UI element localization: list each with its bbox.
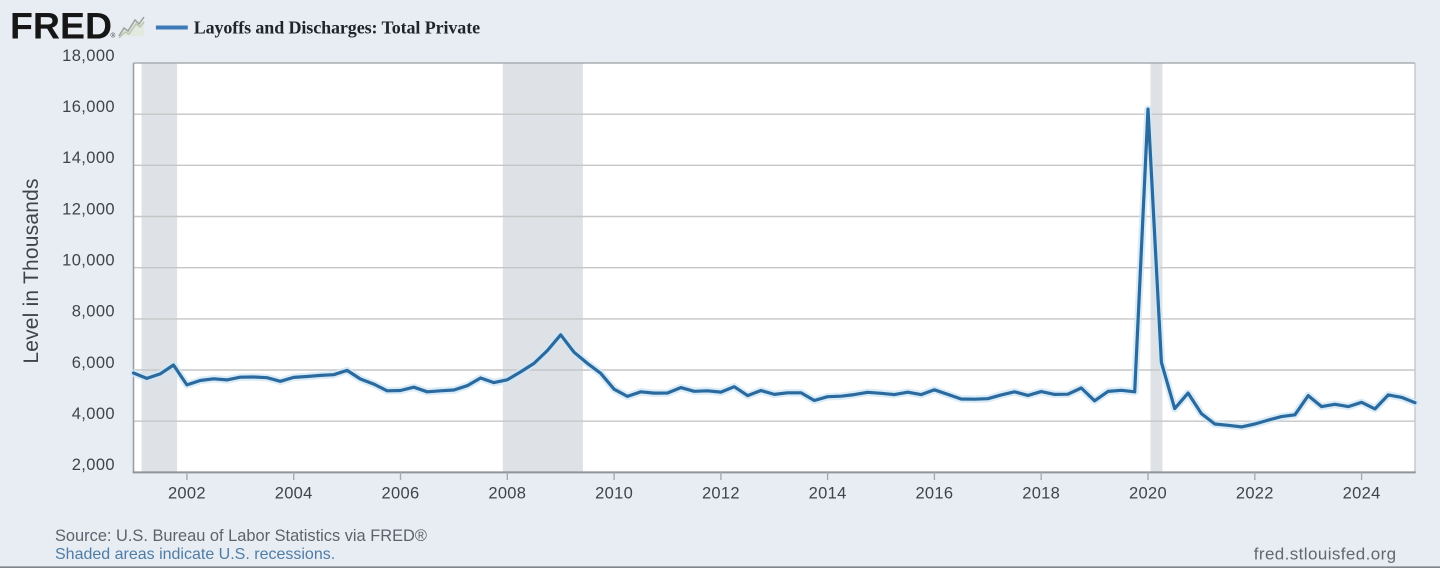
svg-text:6,000: 6,000 — [72, 354, 115, 372]
svg-text:2020: 2020 — [1129, 485, 1167, 503]
svg-text:Level in Thousands: Level in Thousands — [20, 178, 43, 363]
svg-text:2002: 2002 — [168, 485, 206, 503]
svg-text:FRED: FRED — [10, 4, 112, 46]
svg-text:2010: 2010 — [595, 485, 633, 503]
svg-text:2004: 2004 — [275, 485, 313, 503]
svg-text:2006: 2006 — [382, 485, 420, 503]
svg-text:8,000: 8,000 — [72, 303, 115, 321]
svg-text:16,000: 16,000 — [62, 98, 115, 116]
svg-text:2014: 2014 — [809, 485, 847, 503]
svg-text:2016: 2016 — [915, 485, 953, 503]
svg-text:Source: U.S. Bureau of Labor S: Source: U.S. Bureau of Labor Statistics … — [55, 527, 427, 545]
svg-text:®: ® — [111, 32, 116, 40]
svg-text:Shaded areas indicate U.S. rec: Shaded areas indicate U.S. recessions. — [55, 546, 335, 563]
svg-text:2024: 2024 — [1343, 485, 1381, 503]
svg-text:Layoffs and Discharges: Total: Layoffs and Discharges: Total Private — [194, 18, 480, 38]
svg-text:2018: 2018 — [1022, 485, 1060, 503]
svg-text:4,000: 4,000 — [72, 405, 115, 423]
svg-text:14,000: 14,000 — [62, 149, 115, 167]
svg-text:10,000: 10,000 — [62, 252, 115, 270]
svg-text:18,000: 18,000 — [62, 47, 115, 65]
svg-text:fred.stlouisfed.org: fred.stlouisfed.org — [1254, 545, 1397, 564]
svg-text:2008: 2008 — [488, 485, 526, 503]
svg-text:2,000: 2,000 — [72, 456, 115, 474]
svg-text:2012: 2012 — [702, 485, 740, 503]
svg-text:12,000: 12,000 — [62, 200, 115, 218]
svg-text:2022: 2022 — [1236, 485, 1274, 503]
